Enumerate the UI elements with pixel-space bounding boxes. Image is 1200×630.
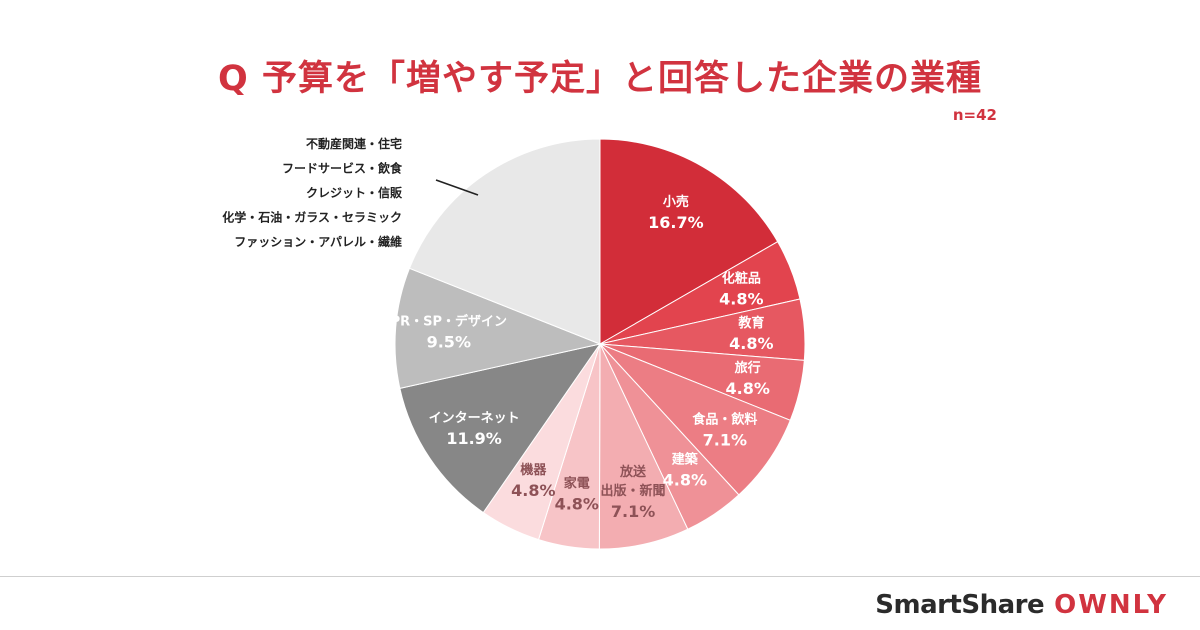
slice-value: 4.8% <box>663 470 707 489</box>
brand-logo: SmartShare OWNLY <box>875 590 1168 620</box>
slice-label: インターネット <box>429 411 520 426</box>
pie-slice <box>599 138 779 345</box>
pie-slice <box>399 343 602 514</box>
slice-label: 教育 <box>737 315 764 331</box>
slice-label: 放送 <box>619 464 647 480</box>
slice-value: 4.8% <box>555 494 599 513</box>
footer-divider <box>0 576 1200 577</box>
slice-label: 食品・飲料 <box>692 412 757 428</box>
pie-slices <box>394 138 806 550</box>
slice-value: 9.5% <box>427 332 471 351</box>
slice-label: 小売 <box>663 194 689 210</box>
slice-label: 出版・新聞 <box>601 483 666 499</box>
sample-size: n=42 <box>952 106 997 124</box>
slice-value: 4.8% <box>719 289 763 308</box>
pie-slice <box>394 267 602 389</box>
chart-title: Q 予算を「増やす予定」と回答した企業の業種 <box>218 59 982 99</box>
slice-value: 4.8% <box>511 481 555 500</box>
slice-label: 機器 <box>520 462 547 478</box>
slice-value: 16.7% <box>648 213 704 232</box>
callout-group: 不動産関連・住宅フードサービス・飲食クレジット・信販化学・石油・ガラス・セラミッ… <box>222 136 479 249</box>
callout-label: フードサービス・飲食 <box>282 161 403 176</box>
slice-label: 家電 <box>564 475 590 491</box>
callout-label: 不動産関連・住宅 <box>306 136 402 151</box>
slice-value: 4.8% <box>729 334 773 353</box>
slice-value: 7.1% <box>703 431 747 450</box>
slice-value: 7.1% <box>611 502 655 521</box>
callout-label: クレジット・信販 <box>306 185 403 200</box>
callout-label: 化学・石油・ガラス・セラミック <box>222 210 402 225</box>
brand-logo-ownly: OWNLY <box>1054 590 1168 620</box>
slice-label: 旅行 <box>735 360 761 376</box>
callout-label: ファッション・アパレル・繊維 <box>234 234 402 249</box>
slice-value: 11.9% <box>446 429 502 448</box>
pie-slice-labels: 小売16.7%化粧品4.8%教育4.8%旅行4.8%食品・飲料7.1%建築4.8… <box>391 194 774 521</box>
callout-leader-line <box>435 179 479 196</box>
slice-label: 建築 <box>672 451 699 467</box>
slice-value: 4.8% <box>725 379 769 398</box>
pie-chart: 小売16.7%化粧品4.8%教育4.8%旅行4.8%食品・飲料7.1%建築4.8… <box>222 136 806 550</box>
brand-logo-smartshare: SmartShare <box>875 590 1045 620</box>
pie-slice <box>408 138 601 345</box>
slice-label: 化粧品 <box>722 270 761 286</box>
slice-label: PR・SP・デザイン <box>391 313 507 329</box>
